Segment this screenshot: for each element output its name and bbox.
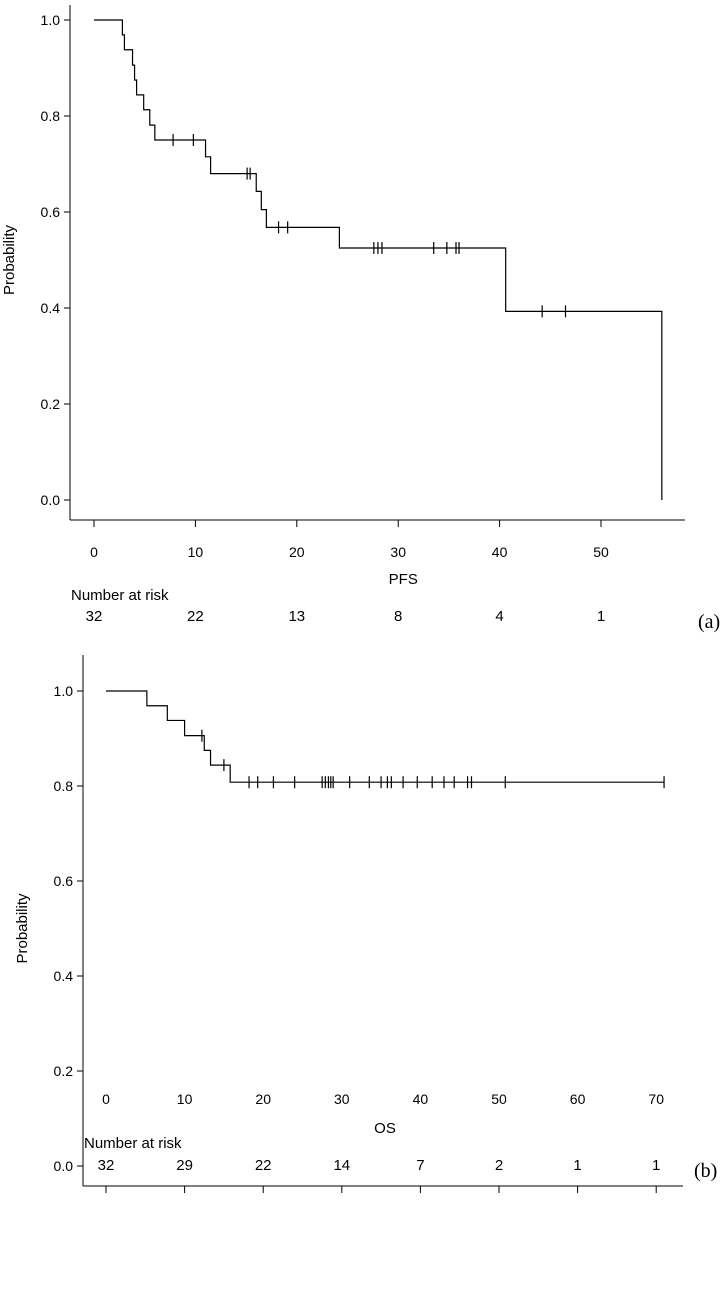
x-axis-label: OS (374, 1120, 396, 1137)
x-tick-label: 30 (334, 1091, 350, 1107)
chart-panel-a: 0.0 0.2 0.4 0.6 0.8 1.0 0 10 20 30 40 50 PFS Probabil… (1, 5, 720, 633)
y-tick-label: 0.6 (54, 873, 74, 889)
y-tick-label: 0.6 (41, 204, 61, 220)
y-tick-label: 0.2 (54, 1063, 74, 1079)
risk-count: 1 (573, 1157, 581, 1174)
y-tick-label: 1.0 (54, 683, 74, 699)
y-tick-label: 0.0 (41, 492, 61, 508)
y-tick-label: 0.4 (41, 300, 61, 316)
risk-count: 2 (495, 1157, 503, 1174)
risk-count: 32 (86, 608, 103, 625)
risk-count: 22 (255, 1157, 272, 1174)
x-tick-label: 10 (177, 1091, 193, 1107)
risk-table-label: Number at risk (71, 587, 169, 604)
y-axis-label: Probability (14, 893, 31, 964)
risk-count: 4 (495, 608, 503, 625)
risk-count: 8 (394, 608, 402, 625)
y-tick-label: 0.4 (54, 968, 74, 984)
risk-count: 22 (187, 608, 204, 625)
survival-curve (94, 19, 663, 500)
x-tick-label: 20 (289, 544, 305, 560)
y-tick-label: 0.8 (54, 778, 74, 794)
y-tick-label: 0.8 (41, 108, 61, 124)
y-tick-label: 0.0 (54, 1158, 74, 1174)
x-tick-label: 10 (188, 544, 204, 560)
panel-tag: (a) (698, 611, 720, 633)
x-tick-label: 20 (255, 1091, 271, 1107)
y-tick-label: 1.0 (41, 12, 61, 28)
x-axis-label: PFS (389, 571, 418, 588)
x-tick-label: 30 (390, 544, 406, 560)
chart-panel-b: 0.0 0.2 0.4 0.6 0.8 1.0 0 10 20 30 40 50 60 70 OS Proba… (14, 655, 717, 1193)
risk-count: 1 (652, 1157, 660, 1174)
x-tick-label: 60 (570, 1091, 586, 1107)
survival-curve (106, 690, 665, 783)
risk-count: 1 (597, 608, 605, 625)
risk-count: 14 (333, 1157, 350, 1174)
y-axis-label: Probability (1, 224, 18, 295)
risk-count: 29 (176, 1157, 193, 1174)
panel-tag: (b) (694, 1160, 717, 1182)
x-tick-label: 50 (593, 544, 609, 560)
x-tick-label: 70 (648, 1091, 664, 1107)
x-tick-label: 0 (102, 1091, 110, 1107)
risk-count: 32 (98, 1157, 115, 1174)
y-tick-label: 0.2 (41, 396, 61, 412)
risk-count: 7 (416, 1157, 424, 1174)
risk-table-label: Number at risk (84, 1135, 182, 1152)
x-tick-label: 0 (90, 544, 98, 560)
risk-count: 13 (288, 608, 305, 625)
x-tick-label: 40 (492, 544, 508, 560)
x-tick-label: 50 (491, 1091, 507, 1107)
x-tick-label: 40 (413, 1091, 429, 1107)
